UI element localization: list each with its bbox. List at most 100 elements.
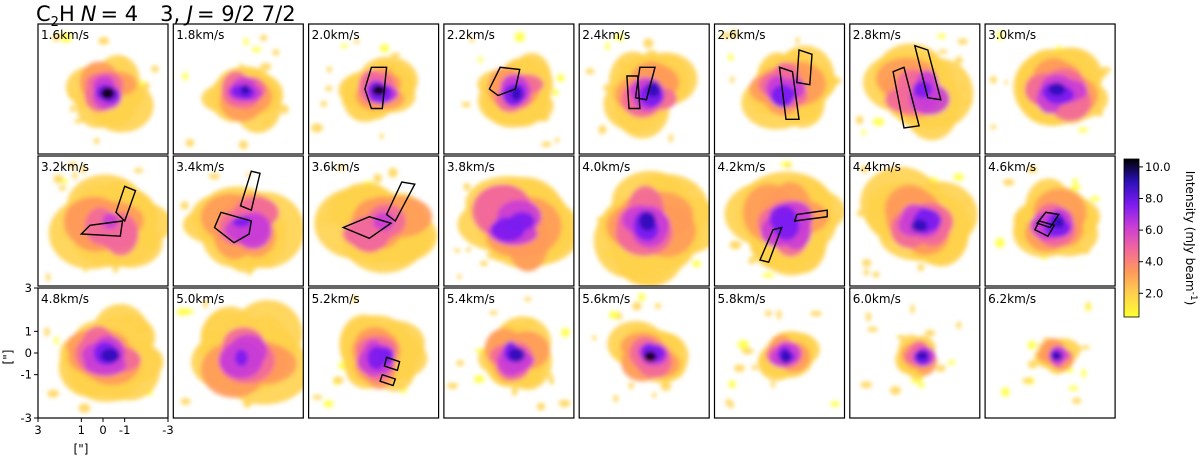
panel-frame xyxy=(713,287,846,419)
emission-map xyxy=(855,33,974,141)
velocity-label: 6.2km/s xyxy=(988,292,1036,306)
y-tick-label: -1 xyxy=(21,368,32,382)
channel-panel: 5.2km/s xyxy=(308,287,440,419)
figure-title: C2H N = 4 3, J = 9/2 7/2 xyxy=(36,2,296,30)
y-axis-label: ["] xyxy=(1,350,15,365)
region-outline xyxy=(79,220,124,237)
velocity-label: 5.2km/s xyxy=(312,292,360,306)
velocity-label: 5.0km/s xyxy=(176,292,224,306)
emission-map xyxy=(46,162,168,282)
velocity-label: 3.6km/s xyxy=(312,160,360,174)
emission-map xyxy=(461,31,565,147)
channel-panel: 1.6km/s xyxy=(37,23,169,155)
x-tick-label: -1 xyxy=(119,423,130,437)
panel-frame xyxy=(443,155,575,287)
velocity-label: 3.0km/s xyxy=(988,28,1036,42)
emission-map xyxy=(182,34,289,150)
region-outline xyxy=(364,66,388,110)
panel-frame xyxy=(984,287,1116,419)
channel-panel: 3.6km/s xyxy=(308,155,440,287)
velocity-label: 2.4km/s xyxy=(582,28,630,42)
velocity-label: 6.0km/s xyxy=(853,292,901,306)
colorbar: 2.0 4.0 6.0 8.0 10.0 Intensity (mJy beam-1) xyxy=(1123,158,1198,318)
emission-map xyxy=(447,296,571,411)
velocity-label: 3.8km/s xyxy=(447,160,495,174)
channel-panel: 3.2km/s xyxy=(37,155,169,287)
panel-frame xyxy=(37,23,169,155)
velocity-label: 4.2km/s xyxy=(718,160,766,174)
channel-panel: 1.8km/s xyxy=(172,23,304,155)
region-outline xyxy=(115,185,137,223)
x-tick-label: 1 xyxy=(78,423,85,437)
channel-panel: 5.8km/s xyxy=(713,287,846,419)
region-outline xyxy=(1033,220,1056,238)
emission-map xyxy=(180,172,304,276)
region-outline xyxy=(796,49,813,86)
panel-frame xyxy=(308,23,440,155)
region-outline xyxy=(379,373,397,387)
panel-frame xyxy=(443,287,575,419)
region-outline xyxy=(759,226,783,264)
emission-map xyxy=(585,33,698,143)
emission-map xyxy=(176,299,304,408)
panel-frame xyxy=(308,287,440,419)
panel-frame xyxy=(578,23,710,155)
emission-map xyxy=(593,170,710,286)
colorbar-tick-label: 2.0 xyxy=(1145,286,1163,300)
panel-frame xyxy=(578,287,710,419)
channel-panel: 3.0km/s xyxy=(984,23,1116,155)
region-outline xyxy=(213,211,253,244)
velocity-label: 3.2km/s xyxy=(41,160,89,174)
channel-panel: 3.4km/s xyxy=(172,155,304,287)
y-tick-label: 0 xyxy=(25,346,32,360)
region-outline xyxy=(634,66,656,101)
panel-frame xyxy=(713,23,846,155)
velocity-label: 1.8km/s xyxy=(176,28,224,42)
emission-map xyxy=(52,32,159,145)
channel-panel: 2.6km/s xyxy=(713,23,846,155)
region-outline xyxy=(793,209,828,222)
panel-frame xyxy=(849,155,981,287)
channel-panel: 4.2km/s xyxy=(713,155,846,287)
colorbar-tick-label: 6.0 xyxy=(1145,223,1163,237)
panel-frame xyxy=(984,23,1116,155)
colorbar-tick-label: 8.0 xyxy=(1145,192,1163,206)
emission-map xyxy=(990,30,1112,133)
x-tick-label: 3 xyxy=(34,423,41,437)
channel-panel: 4.0km/s xyxy=(578,155,710,287)
y-tick-label: 3 xyxy=(25,281,32,295)
y-tick-label: -3 xyxy=(21,411,32,425)
channel-panel: 6.0km/s xyxy=(849,287,981,419)
panel-frame xyxy=(849,287,981,419)
panel-frame xyxy=(37,155,169,287)
region-outline xyxy=(239,170,261,212)
emission-map xyxy=(44,303,164,413)
panel-frame xyxy=(713,155,846,287)
velocity-label: 4.0km/s xyxy=(582,160,630,174)
velocity-label: 4.8km/s xyxy=(41,292,89,306)
emission-map xyxy=(995,166,1101,260)
channel-panel: 3.8km/s xyxy=(443,155,575,287)
channel-panel: 5.4km/s xyxy=(443,287,575,419)
channel-panel: 5.0km/s xyxy=(172,287,304,419)
region-outline xyxy=(341,215,393,240)
emission-map xyxy=(1001,301,1092,404)
channel-panel: 4.8km/s xyxy=(37,287,169,419)
velocity-label: 4.6km/s xyxy=(988,160,1036,174)
channel-panel: 6.2km/s xyxy=(984,287,1116,419)
emission-map xyxy=(857,165,978,278)
velocity-label: 2.0km/s xyxy=(312,28,360,42)
emission-map xyxy=(314,165,438,274)
panel-frame xyxy=(172,155,304,287)
colorbar-tick-label: 4.0 xyxy=(1145,255,1163,269)
velocity-label: 1.6km/s xyxy=(41,28,89,42)
velocity-label: 5.8km/s xyxy=(718,292,766,306)
emission-map xyxy=(860,304,962,395)
panel-frame xyxy=(443,23,575,155)
region-outline xyxy=(913,44,942,101)
region-outline xyxy=(488,66,521,97)
x-axis-label: ["] xyxy=(74,442,89,456)
y-tick-label: 1 xyxy=(25,324,32,338)
